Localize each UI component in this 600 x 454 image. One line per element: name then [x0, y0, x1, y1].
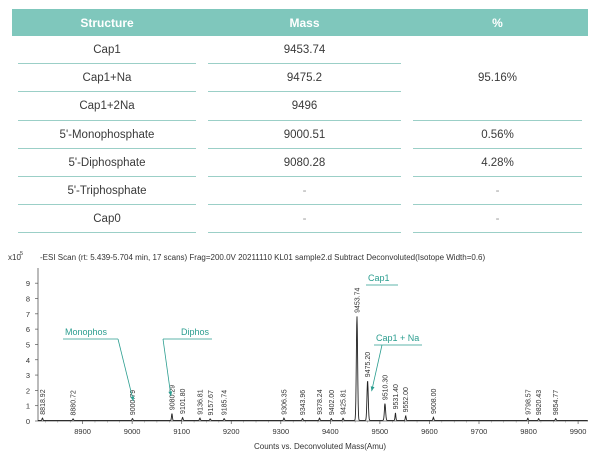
mass-spectrum-chart: x10 5 -ESI Scan (rt: 5.439-5.704 min, 17…: [8, 251, 588, 451]
peak-label: 9157.67: [208, 390, 215, 415]
table-row: Cap0 - -: [12, 205, 588, 234]
x-tick-label: 8900: [74, 427, 91, 436]
header-structure: Structure: [80, 15, 134, 30]
peak-label: 9000.79: [130, 390, 137, 415]
annotation-label: Cap1 + Na: [376, 333, 419, 343]
annotation-arrow-line: [162, 338, 172, 397]
spectrum-line: [38, 316, 588, 421]
peak-label: 9306.35: [281, 389, 288, 414]
structure-cell: 5'-Triphosphate: [12, 177, 202, 206]
peak-label: 9101.80: [180, 389, 187, 414]
peak-label: 9136.81: [197, 389, 204, 414]
peak-label: 9185.74: [222, 390, 229, 415]
header-percent: %: [492, 15, 503, 30]
header-mass: Mass: [289, 15, 320, 30]
x-tick-label: 9900: [570, 427, 587, 436]
annotation-label: Cap1: [368, 273, 390, 283]
y-tick-label: 8: [26, 295, 30, 304]
structure-cell: 5'-Diphosphate: [12, 149, 202, 178]
table-row: Cap1 9453.74: [12, 36, 588, 65]
table-header: Structure Mass %: [12, 9, 588, 36]
y-scale-label: x10: [8, 253, 21, 262]
peak-labels: 8818.92 8880.72 9000.79 9080.29 9101.80 9136.…: [40, 287, 560, 415]
x-tick-label: 9400: [322, 427, 339, 436]
x-tick-label: 9600: [421, 427, 438, 436]
mass-cell: 9496: [202, 92, 407, 121]
x-tick-label: 9100: [173, 427, 190, 436]
table-row: 5'-Triphosphate - -: [12, 177, 588, 206]
x-tick-label: 9500: [372, 427, 389, 436]
peak-label: 9425.81: [341, 389, 348, 414]
peak-label: 9343.96: [300, 390, 307, 415]
annotations: Cap1 Cap1 + Na Monophos Diphos: [63, 273, 422, 402]
annotation-arrow-line: [117, 338, 134, 402]
annotation-arrowhead: [130, 396, 135, 402]
mass-cell: 9080.28: [202, 149, 407, 178]
annotation-arrowhead: [370, 386, 375, 392]
table-body: Cap1 9453.74 Cap1+Na 9475.2 Cap1+2Na 949…: [12, 36, 588, 234]
peak-label: 9608.00: [431, 389, 438, 414]
percent-cell: -: [407, 177, 588, 206]
peak-label: 9531.40: [393, 384, 400, 409]
percent-cell: 0.56%: [407, 121, 588, 149]
annotation-label: Monophos: [65, 327, 108, 337]
structure-cell: Cap1+2Na: [12, 92, 202, 121]
table-row: 5'-Monophosphate 9000.51 0.56%: [12, 121, 588, 149]
x-tick-label: 9000: [124, 427, 141, 436]
mass-cell: 9475.2: [202, 64, 407, 93]
y-tick-label: 1: [26, 402, 30, 411]
y-tick-label: 3: [26, 371, 30, 380]
annotation-label: Diphos: [181, 327, 210, 337]
peak-label: 9453.74: [354, 287, 361, 312]
chart-axes: 0 1 2 3 4 5 6 7 8 9 8900 9000 9100 9200 9300 9400 9500 96…: [26, 268, 588, 436]
results-table: Structure Mass % Cap1 9453.74 Cap1+Na 94…: [12, 9, 588, 234]
y-tick-label: 6: [26, 325, 30, 334]
table-row: 5'-Diphosphate 9080.28 4.28%: [12, 149, 588, 178]
x-axis-label: Counts vs. Deconvoluted Mass(Amu): [254, 442, 386, 451]
percent-cell: 4.28%: [407, 149, 588, 178]
spectrum-trace: [38, 316, 588, 421]
mass-cell: -: [202, 177, 407, 206]
x-tick-label: 9300: [272, 427, 289, 436]
peak-label: 9552.00: [403, 387, 410, 412]
structure-cell: Cap1: [12, 36, 202, 65]
mass-cell: 9453.74: [202, 36, 407, 65]
merged-percent-cell: 95.16%: [407, 36, 588, 121]
y-tick-label: 9: [26, 279, 30, 288]
peak-label: 9820.43: [536, 390, 543, 415]
annotation-arrow-line: [371, 344, 383, 392]
peak-label: 9798.57: [525, 389, 532, 414]
peak-label: 9475.20: [365, 352, 372, 377]
mass-cell: 9000.51: [202, 121, 407, 149]
y-tick-label: 0: [26, 417, 30, 426]
mass-cell: -: [202, 205, 407, 234]
structure-cell: 5'-Monophosphate: [12, 121, 202, 149]
x-tick-label: 9700: [471, 427, 488, 436]
chart-title: -ESI Scan (rt: 5.439-5.704 min, 17 scans…: [40, 253, 485, 262]
peak-label: 9080.29: [169, 385, 176, 410]
y-tick-label: 7: [26, 310, 30, 319]
structure-cell: Cap1+Na: [12, 64, 202, 93]
y-tick-label: 5: [26, 340, 30, 349]
peak-label: 8880.72: [71, 390, 78, 415]
table-row: Cap1+2Na 9496: [12, 92, 588, 121]
x-tick-label: 9800: [520, 427, 537, 436]
peak-label: 9378.24: [317, 389, 324, 414]
y-tick-label: 2: [26, 386, 30, 395]
peak-label: 9402.00: [329, 390, 336, 415]
peak-label: 8818.92: [40, 389, 47, 414]
table-row: Cap1+Na 9475.2: [12, 64, 588, 93]
structure-cell: Cap0: [12, 205, 202, 234]
peak-label: 9854.77: [553, 390, 560, 415]
peak-label: 9510.30: [382, 375, 389, 400]
percent-cell: -: [407, 205, 588, 234]
y-scale-exponent: 5: [20, 251, 23, 257]
x-tick-label: 9200: [223, 427, 240, 436]
annotation-arrowhead: [168, 391, 173, 397]
y-tick-label: 4: [26, 356, 30, 365]
